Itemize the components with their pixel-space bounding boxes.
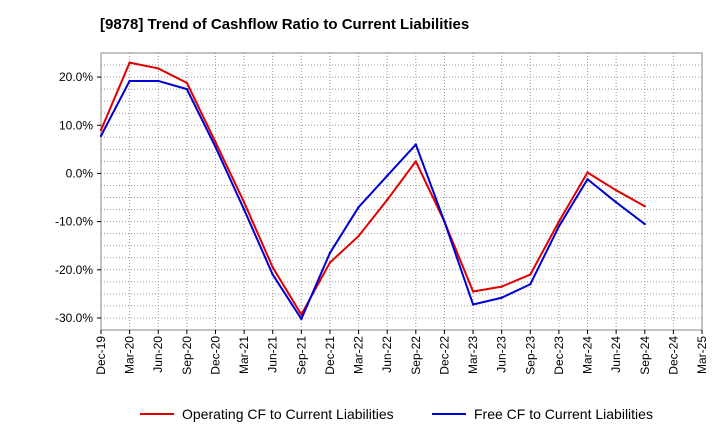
x-tick-label: Sep-20 <box>180 336 194 375</box>
x-tick-label: Mar-22 <box>352 336 366 374</box>
x-tick-label: Jun-20 <box>151 336 165 373</box>
data-point <box>557 225 561 228</box>
data-point <box>471 290 475 293</box>
y-tick-label: 10.0% <box>59 118 93 132</box>
legend-label: Operating CF to Current Liabilities <box>182 406 394 422</box>
data-point <box>614 201 618 204</box>
x-tick-label: Dec-22 <box>437 336 451 375</box>
data-point <box>643 204 646 208</box>
x-tick-label: Sep-21 <box>294 336 308 375</box>
data-point <box>300 317 303 321</box>
x-tick-label: Sep-23 <box>523 336 537 375</box>
data-point <box>271 273 274 276</box>
legend: Operating CF to Current Liabilities Free … <box>140 406 653 422</box>
y-tick-label: -20.0% <box>55 263 93 277</box>
data-point <box>214 145 217 149</box>
data-point <box>328 251 332 255</box>
data-point <box>643 222 646 226</box>
x-tick-label: Mar-24 <box>581 336 595 374</box>
x-tick-label: Dec-23 <box>552 336 566 375</box>
data-point <box>99 128 103 132</box>
data-point <box>157 79 160 83</box>
data-point <box>242 208 246 211</box>
data-point <box>586 178 589 181</box>
data-point <box>557 220 561 223</box>
x-tick-label: Dec-20 <box>208 336 222 375</box>
x-tick-label: Mar-20 <box>123 336 137 374</box>
data-point <box>328 261 332 264</box>
data-point <box>128 79 131 83</box>
data-point <box>614 189 618 192</box>
data-point <box>385 174 389 178</box>
data-point <box>271 266 274 269</box>
x-axis-ticks: Dec-19 Mar-20 Jun-20 Sep-20 Dec-20 Mar-21 Jun-… <box>94 330 709 375</box>
y-tick-label: -10.0% <box>55 215 93 229</box>
x-tick-label: Mar-25 <box>695 336 709 374</box>
x-tick-label: Jun-24 <box>609 336 623 373</box>
y-axis-ticks: 20.0% 10.0% 0.0% -10.0% -20.0% -30.0% <box>55 70 101 325</box>
series-layer <box>99 61 646 321</box>
x-tick-label: Jun-22 <box>380 336 394 373</box>
data-point <box>529 273 532 276</box>
legend-label: Free CF to Current Liabilities <box>474 406 653 422</box>
data-point <box>414 160 418 163</box>
y-tick-label: 20.0% <box>59 70 93 84</box>
data-point <box>385 198 389 202</box>
x-tick-label: Sep-24 <box>638 336 652 375</box>
x-tick-label: Dec-24 <box>666 336 680 375</box>
data-point <box>443 220 446 223</box>
data-point <box>471 303 475 306</box>
data-point <box>185 87 189 91</box>
data-point <box>586 171 589 174</box>
data-point <box>500 285 503 288</box>
data-point <box>357 205 360 209</box>
x-tick-label: Jun-21 <box>266 336 280 373</box>
x-tick-label: Mar-21 <box>237 336 251 374</box>
x-tick-label: Jun-23 <box>495 336 509 373</box>
x-tick-label: Dec-19 <box>94 336 108 375</box>
x-tick-label: Mar-23 <box>466 336 480 374</box>
grid-lines <box>101 53 702 330</box>
data-point <box>414 143 418 146</box>
y-tick-label: -30.0% <box>55 311 93 325</box>
data-point <box>128 61 131 64</box>
data-point <box>99 134 103 138</box>
data-point <box>500 296 503 299</box>
chart-title: [9878] Trend of Cashflow Ratio to Curren… <box>100 16 470 33</box>
data-point <box>529 283 532 286</box>
series-line-1 <box>100 61 646 316</box>
series-line-2 <box>100 79 646 320</box>
data-point <box>157 67 160 70</box>
data-point <box>242 201 246 204</box>
y-tick-label: 0.0% <box>66 166 94 180</box>
data-point <box>357 234 360 238</box>
plot-frame <box>100 52 703 331</box>
data-point <box>185 81 189 85</box>
data-point <box>214 140 217 144</box>
x-tick-label: Dec-21 <box>323 336 337 375</box>
x-tick-label: Sep-22 <box>409 336 423 375</box>
